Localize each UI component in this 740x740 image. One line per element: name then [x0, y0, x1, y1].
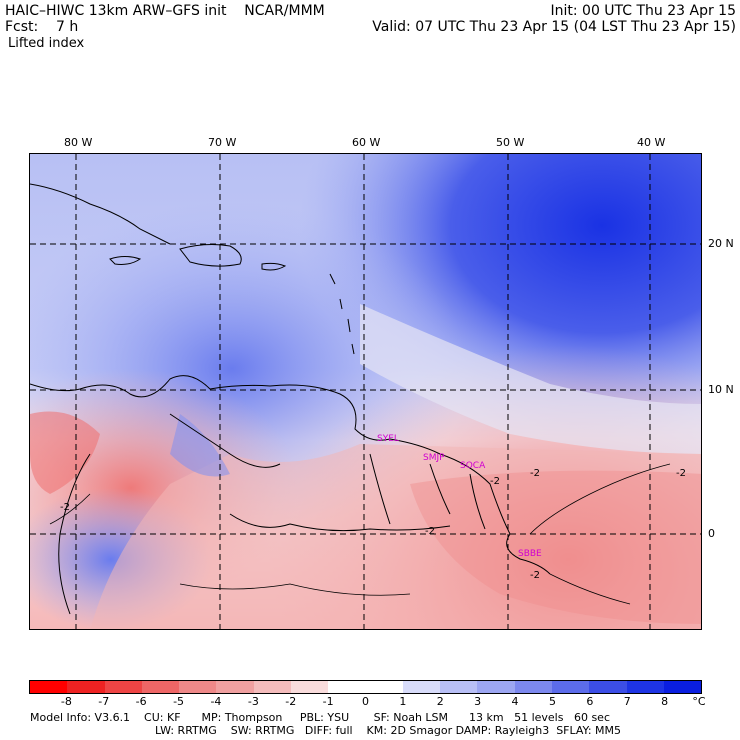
lifted-index-map: -2 -2 -2 -2 -2 -2 SYEL SMJP SOCA SBBE: [30, 154, 701, 629]
colorbar-swatch: [589, 681, 627, 693]
colorbar-swatch: [514, 681, 552, 693]
colorbar-swatch: [67, 681, 105, 693]
colorbar-tick-label: 8: [661, 695, 669, 708]
lon-label-80w: 80 W: [64, 136, 93, 149]
forecast-hour: Fcst: 7 h: [5, 19, 79, 35]
colorbar-unit: °C: [692, 695, 706, 708]
colorbar-swatch: [30, 681, 68, 693]
colorbar-tick-label: 4: [511, 695, 519, 708]
colorbar-tick-label: 7: [623, 695, 631, 708]
colorbar-swatch: [365, 681, 403, 693]
colorbar-swatch: [551, 681, 590, 693]
valid-time: Valid: 07 UTC Thu 23 Apr 15 (04 LST Thu …: [372, 19, 736, 35]
lon-label-60w: 60 W: [352, 136, 381, 149]
colorbar-swatch: [216, 681, 254, 693]
field-name: Lifted index: [8, 36, 85, 51]
station-label-smjp: SMJP: [423, 453, 445, 463]
model-info-line2: LW: RRTMG SW: RRTMG DIFF: full KM: 2D Sm…: [155, 724, 621, 737]
model-info-line1: Model Info: V3.6.1 CU: KF MP: Thompson P…: [30, 711, 610, 724]
colorbar-tick-label: 0: [362, 695, 369, 708]
colorbar: [29, 680, 702, 694]
colorbar-tick-label: 6: [586, 695, 594, 708]
lat-label-0: 0: [708, 527, 715, 540]
colorbar-tick-label: -1: [322, 695, 334, 708]
colorbar-swatch: [626, 681, 664, 693]
graticule: [30, 154, 701, 629]
colorbar-swatch: [663, 681, 702, 693]
colorbar-swatch: [141, 681, 180, 693]
colorbar-tick-label: 2: [436, 695, 444, 708]
contour-label: -2: [60, 502, 70, 513]
map-panel: -2 -2 -2 -2 -2 -2 SYEL SMJP SOCA SBBE: [29, 153, 702, 630]
contour-lines: [49, 463, 671, 605]
colorbar-swatch: [104, 681, 142, 693]
lat-label-20n: 20 N: [708, 237, 734, 250]
colorbar-swatch: [402, 681, 441, 693]
contour-label: -2: [490, 476, 500, 487]
station-label-sbbe: SBBE: [518, 549, 542, 559]
station-label-soca: SOCA: [460, 461, 486, 471]
colorbar-swatch: [440, 681, 478, 693]
contour-label: -2: [530, 468, 540, 479]
title-left: HAIC–HIWC 13km ARW–GFS init NCAR/MMM: [5, 3, 325, 19]
colorbar-tick-label: -6: [135, 695, 147, 708]
init-time: Init: 00 UTC Thu 23 Apr 15: [550, 3, 736, 19]
lon-label-40w: 40 W: [637, 136, 666, 149]
colorbar-tick-label: 1: [399, 695, 407, 708]
colorbar-tick-label: -7: [98, 695, 110, 708]
contour-label: -2: [530, 570, 540, 581]
lat-label-10n: 10 N: [708, 383, 734, 396]
colorbar-tick-label: -5: [173, 695, 185, 708]
lon-label-70w: 70 W: [208, 136, 237, 149]
colorbar-tick-label: 3: [474, 695, 482, 708]
colorbar-swatch: [253, 681, 291, 693]
colorbar-tick-label: -4: [210, 695, 222, 708]
contour-label: -2: [676, 468, 686, 479]
colorbar-swatch: [179, 681, 217, 693]
coastlines: [30, 183, 551, 615]
colorbar-tick-label: -8: [60, 695, 72, 708]
colorbar-tick-label: -3: [247, 695, 259, 708]
colorbar-tick-label: 5: [548, 695, 556, 708]
lon-label-50w: 50 W: [496, 136, 525, 149]
colorbar-tick-label: -2: [285, 695, 297, 708]
colorbar-swatch: [328, 681, 366, 693]
contour-label: -2: [425, 526, 435, 537]
station-label-syel: SYEL: [377, 434, 399, 444]
colorbar-swatch: [477, 681, 515, 693]
colorbar-swatch: [290, 681, 329, 693]
